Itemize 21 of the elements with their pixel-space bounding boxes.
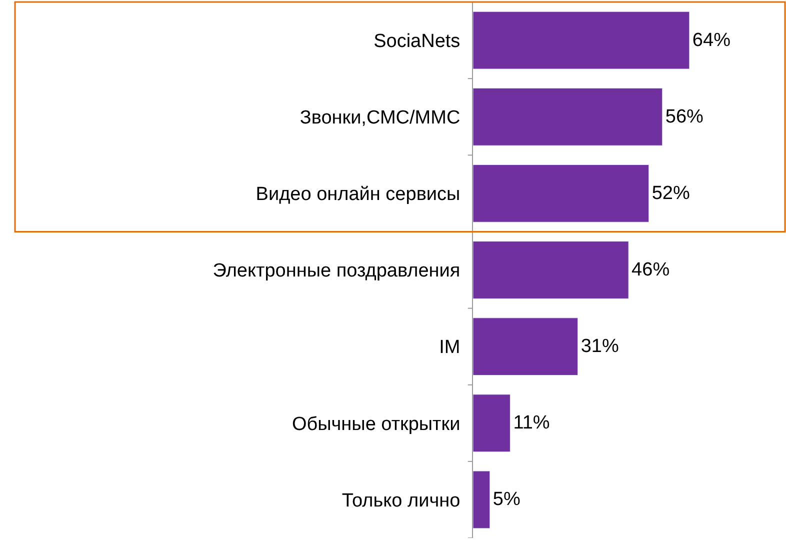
data-label: 31%	[580, 336, 619, 358]
bar	[473, 11, 690, 70]
bar	[473, 470, 490, 529]
bar	[473, 394, 510, 452]
data-label: 11%	[513, 412, 550, 434]
y-tick-label: Видео онлайн сервисы	[256, 184, 460, 206]
data-label: 52%	[652, 182, 690, 204]
data-label: 46%	[632, 260, 670, 280]
bar	[473, 318, 578, 376]
data-label: 5%	[492, 489, 520, 510]
y-tick-label: Звонки,СМС/ММС	[300, 108, 460, 129]
y-tick-label: Электронные поздравления	[212, 260, 460, 282]
y-tick-label: Обычные открытки	[292, 414, 460, 435]
bar	[473, 164, 650, 222]
bar	[473, 88, 663, 146]
y-tick-label: SociaNets	[374, 30, 460, 52]
y-tick-label: IM	[439, 337, 460, 358]
data-label: 56%	[665, 106, 704, 128]
y-tick-label: Только лично	[342, 490, 460, 512]
data-label: 64%	[692, 30, 731, 51]
bar	[473, 241, 629, 299]
